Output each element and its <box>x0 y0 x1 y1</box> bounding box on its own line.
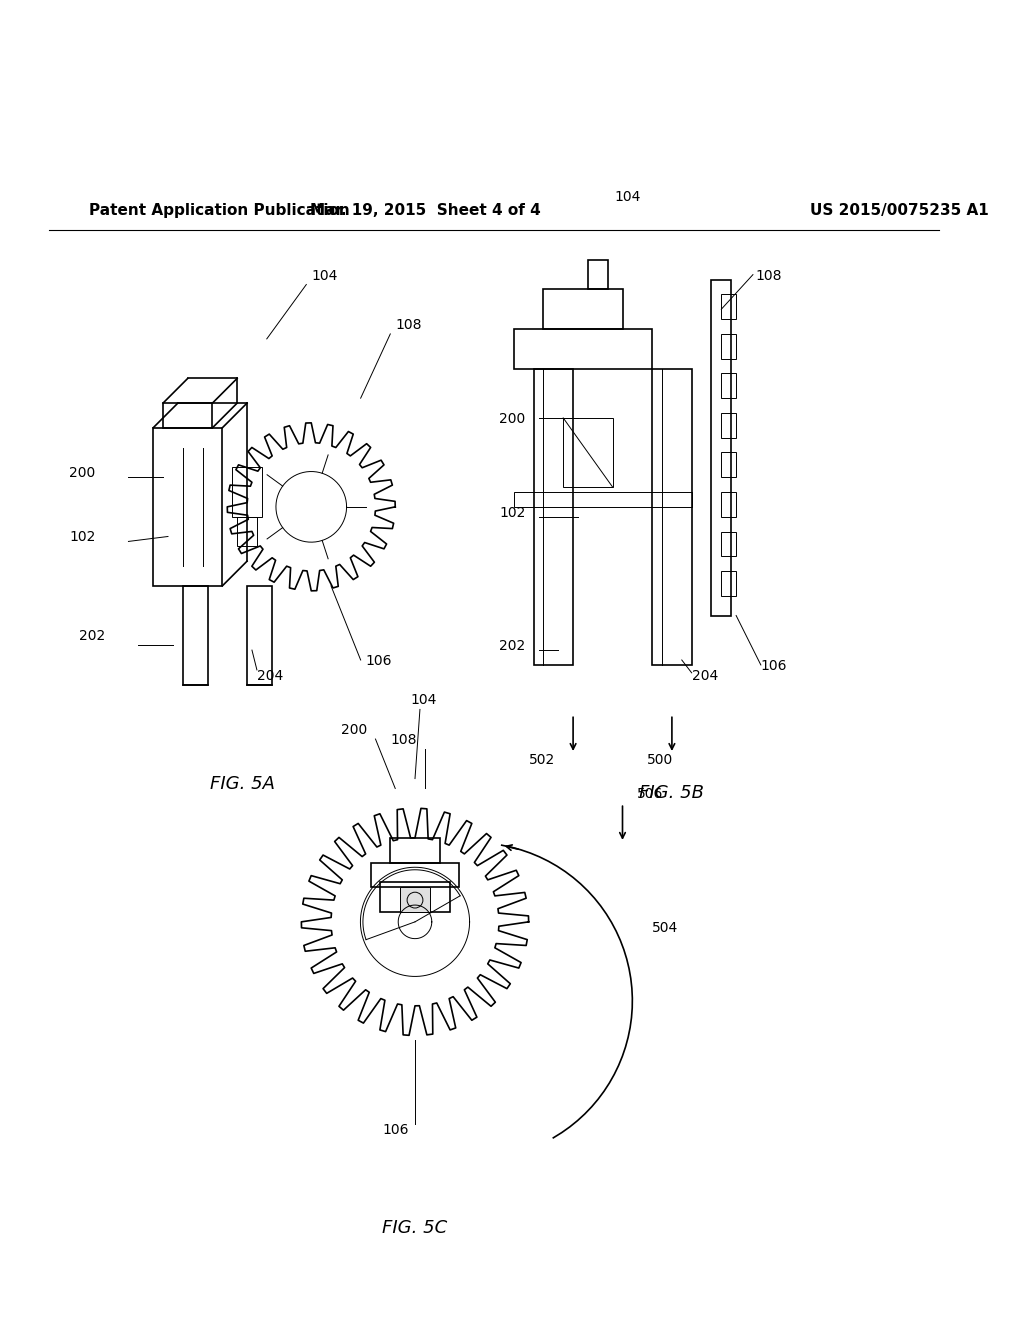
Bar <box>232 467 262 516</box>
Text: 108: 108 <box>395 318 422 333</box>
Text: FIG. 5C: FIG. 5C <box>382 1220 447 1237</box>
Bar <box>371 862 460 887</box>
Bar <box>712 280 731 615</box>
Text: 104: 104 <box>410 693 436 708</box>
Bar <box>183 586 208 685</box>
Bar <box>247 586 271 685</box>
Bar <box>390 838 439 862</box>
Text: FIG. 5B: FIG. 5B <box>639 784 705 803</box>
Bar <box>721 294 736 319</box>
Text: 502: 502 <box>528 752 555 767</box>
Text: US 2015/0075235 A1: US 2015/0075235 A1 <box>810 203 989 218</box>
Bar <box>721 374 736 399</box>
Bar <box>721 532 736 556</box>
Bar <box>400 887 430 912</box>
Text: 200: 200 <box>499 412 525 426</box>
Text: 102: 102 <box>499 506 525 520</box>
Bar <box>588 260 607 289</box>
Text: 200: 200 <box>341 723 368 737</box>
Bar <box>563 418 612 487</box>
Text: 202: 202 <box>499 639 525 653</box>
Text: 106: 106 <box>761 659 787 673</box>
Bar <box>721 413 736 438</box>
Text: 108: 108 <box>756 268 782 282</box>
Bar <box>514 492 691 507</box>
Bar <box>154 428 222 586</box>
Text: Patent Application Publication: Patent Application Publication <box>89 203 349 218</box>
Text: 504: 504 <box>652 921 678 935</box>
Text: 500: 500 <box>647 752 674 767</box>
Text: 204: 204 <box>691 669 718 682</box>
Text: 506: 506 <box>637 787 664 801</box>
Text: 104: 104 <box>311 268 338 282</box>
Text: Mar. 19, 2015  Sheet 4 of 4: Mar. 19, 2015 Sheet 4 of 4 <box>309 203 541 218</box>
Bar <box>721 334 736 359</box>
Text: 204: 204 <box>257 669 284 682</box>
Text: 102: 102 <box>70 531 95 544</box>
Bar <box>514 329 652 368</box>
Bar <box>721 572 736 595</box>
Text: 106: 106 <box>382 1123 409 1138</box>
Bar <box>163 403 212 428</box>
Text: 108: 108 <box>390 733 417 747</box>
Text: 202: 202 <box>79 630 105 643</box>
Bar <box>721 492 736 516</box>
Text: 200: 200 <box>70 466 95 480</box>
Bar <box>652 368 691 665</box>
Bar <box>544 289 623 329</box>
Text: 106: 106 <box>366 653 392 668</box>
Bar <box>381 882 450 912</box>
Bar <box>238 516 257 546</box>
Bar <box>721 453 736 478</box>
Bar <box>534 368 573 665</box>
Text: FIG. 5A: FIG. 5A <box>210 775 274 792</box>
Text: 104: 104 <box>614 190 641 203</box>
